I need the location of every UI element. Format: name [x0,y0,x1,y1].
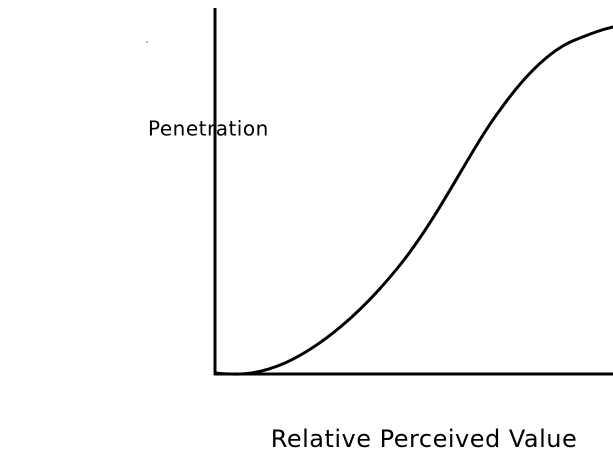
y-axis-label: Penetration [148,117,269,141]
s-curve [213,25,613,376]
speck [146,41,148,43]
x-axis-label: Relative Perceived Value [271,425,578,453]
